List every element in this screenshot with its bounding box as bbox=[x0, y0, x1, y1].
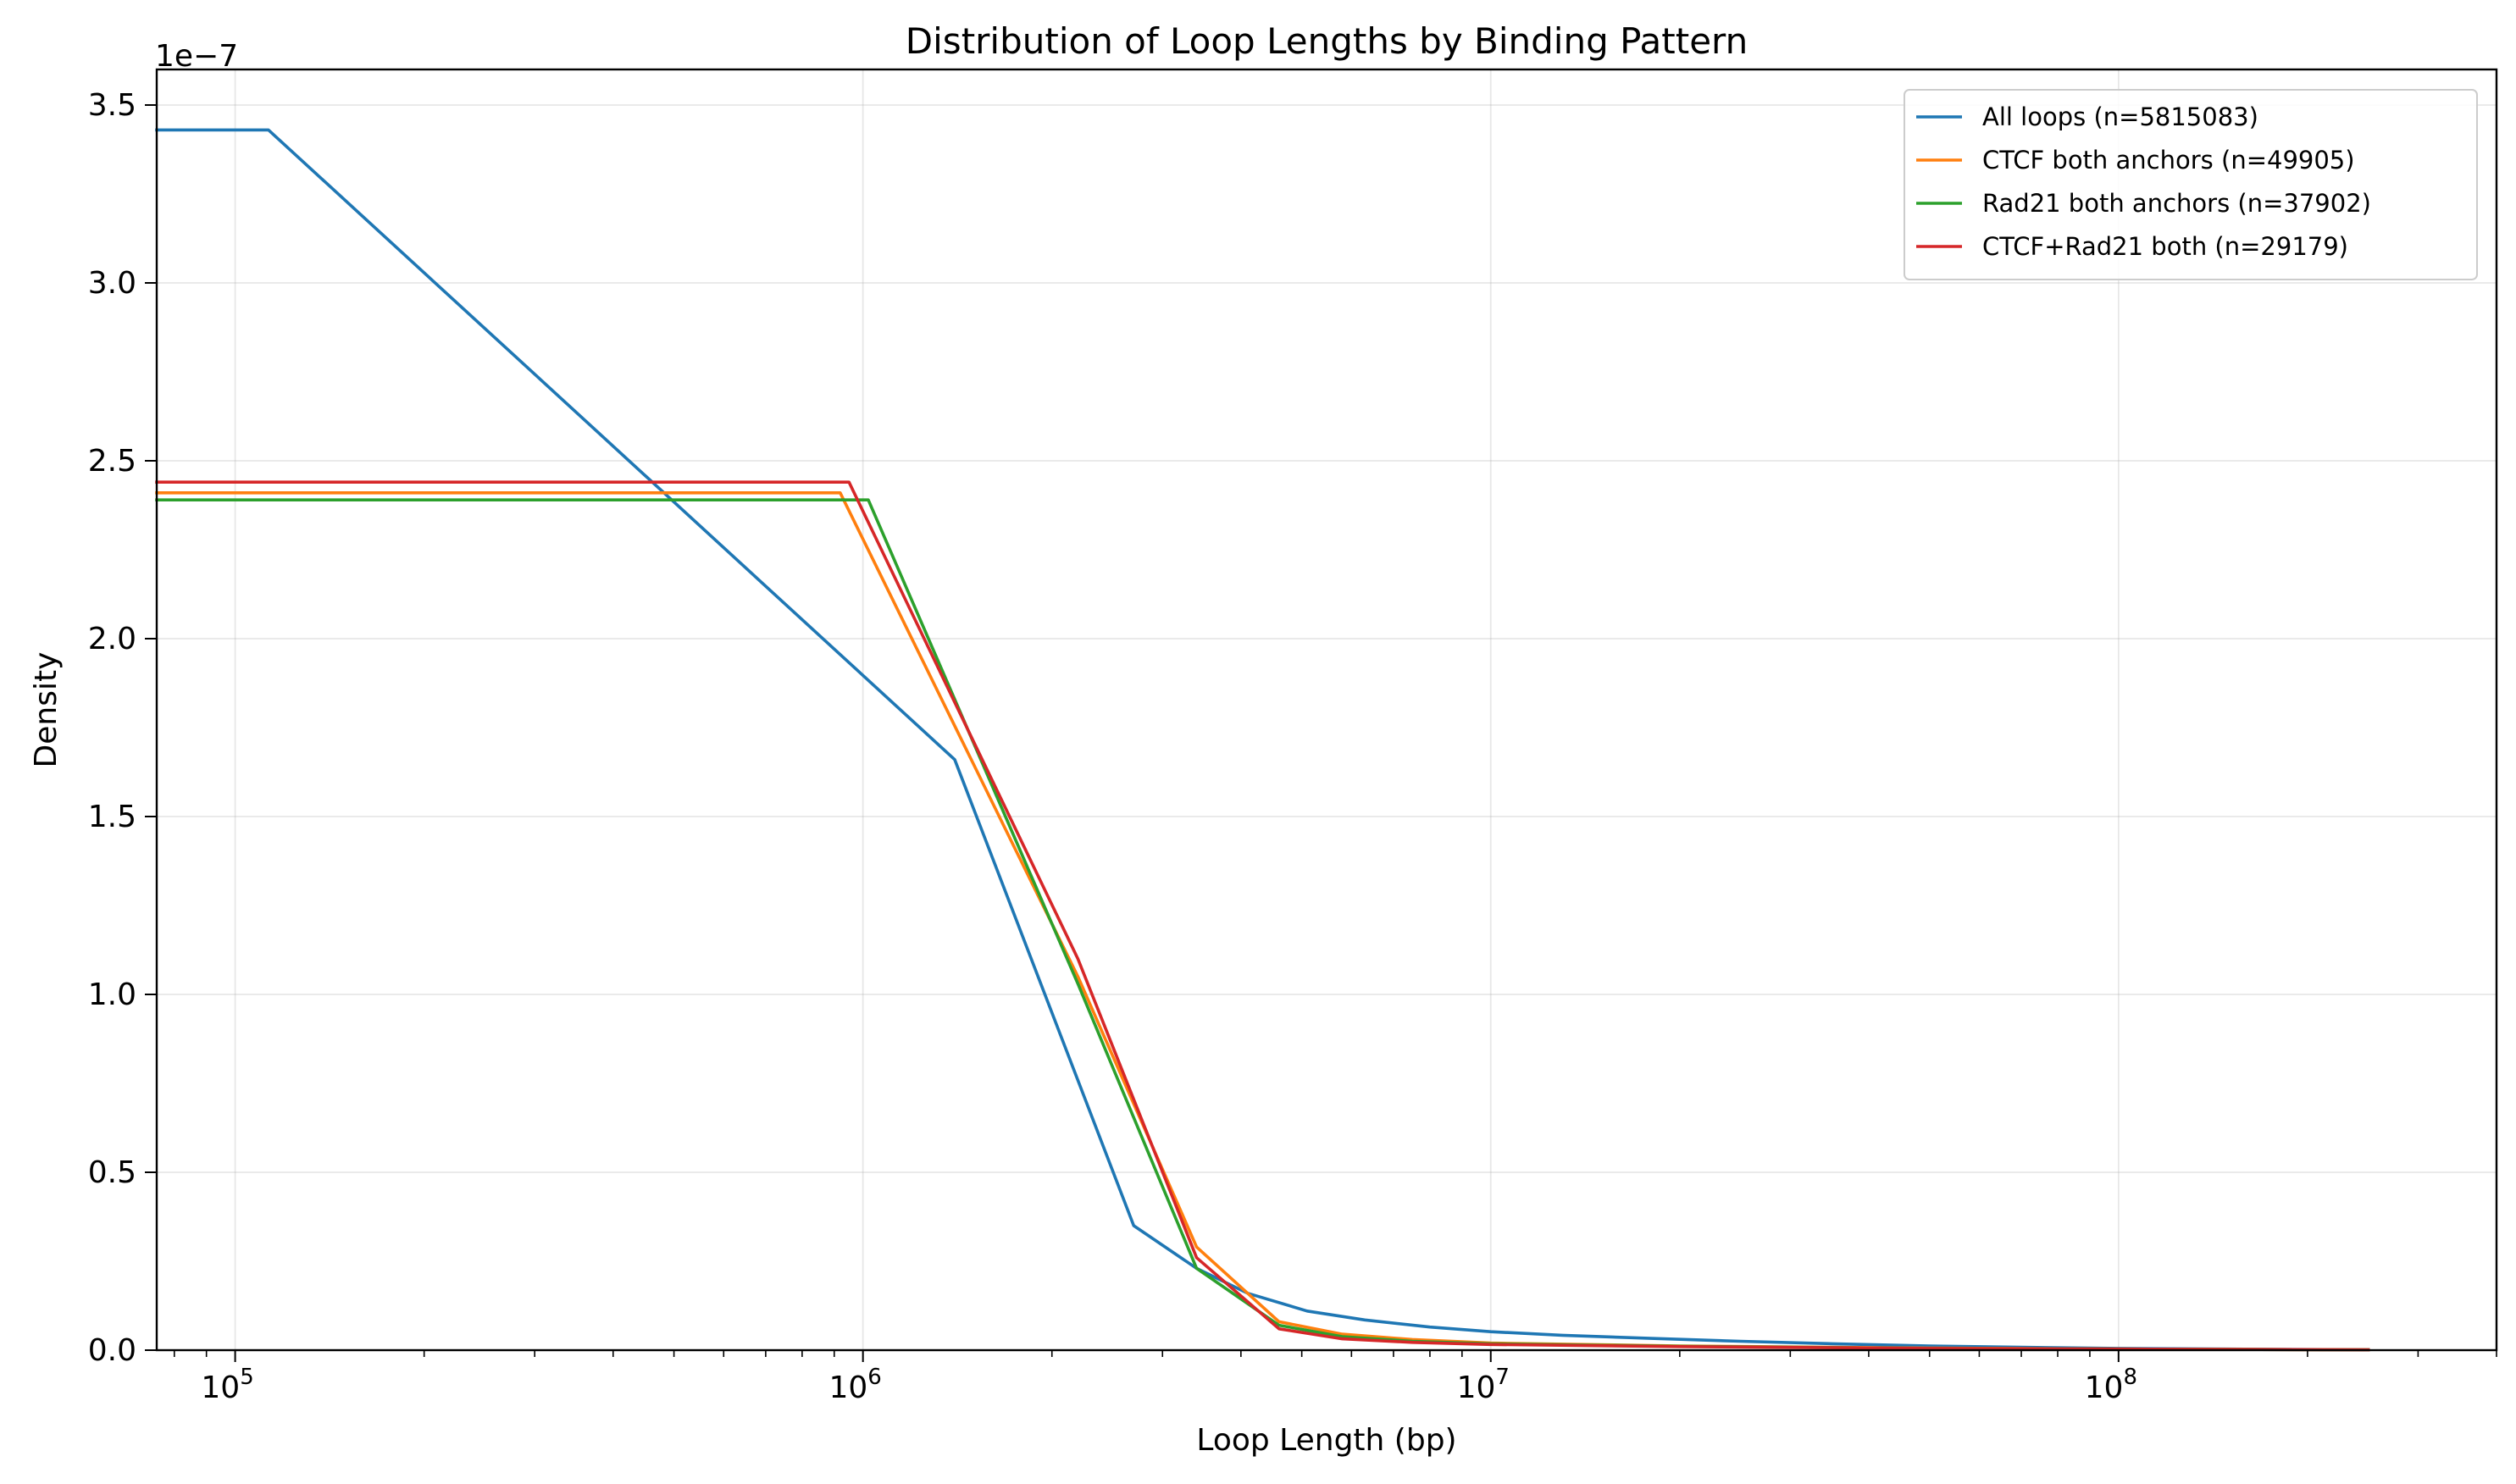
y-axis-label: Density bbox=[29, 652, 64, 768]
chart-title: Distribution of Loop Lengths by Binding … bbox=[906, 20, 1748, 62]
x-tick-label: 107 bbox=[1457, 1365, 1510, 1405]
y-tick-label: 3.0 bbox=[88, 266, 136, 301]
y-tick-label: 2.5 bbox=[88, 444, 136, 479]
x-tick-label: 108 bbox=[2085, 1365, 2137, 1405]
legend-box bbox=[1904, 89, 2478, 280]
legend-label-1: All loops (n=5815083) bbox=[1982, 102, 2258, 131]
grid-lines bbox=[157, 69, 2497, 1351]
y-tick-label: 1.5 bbox=[88, 800, 136, 834]
legend: All loops (n=5815083) CTCF both anchors (… bbox=[1904, 89, 2478, 280]
y-tick-label: 0.5 bbox=[88, 1155, 136, 1190]
legend-label-4: CTCF+Rad21 both (n=29179) bbox=[1982, 232, 2348, 261]
y-tick-label: 2.0 bbox=[88, 622, 136, 656]
y-tick-label: 0.0 bbox=[88, 1333, 136, 1368]
x-axis-ticks: 105 106 107 108 bbox=[173, 1350, 2497, 1405]
plot-frame bbox=[155, 68, 2498, 1352]
x-axis-label: Loop Length (bp) bbox=[1196, 1423, 1456, 1458]
legend-label-3: Rad21 both anchors (n=37902) bbox=[1982, 189, 2371, 218]
y-axis-ticks: 0.0 0.5 1.0 1.5 2.0 2.5 3.0 3.5 bbox=[88, 88, 157, 1368]
y-tick-label: 3.5 bbox=[88, 88, 136, 123]
y-tick-label: 1.0 bbox=[88, 977, 136, 1012]
x-tick-label: 106 bbox=[829, 1365, 881, 1405]
plot-series bbox=[155, 128, 2370, 1352]
legend-label-2: CTCF both anchors (n=49905) bbox=[1982, 146, 2355, 174]
x-tick-label: 105 bbox=[201, 1365, 253, 1405]
series-line-4 bbox=[155, 480, 2370, 1352]
y-scale-offset-label: 1e−7 bbox=[155, 39, 238, 74]
